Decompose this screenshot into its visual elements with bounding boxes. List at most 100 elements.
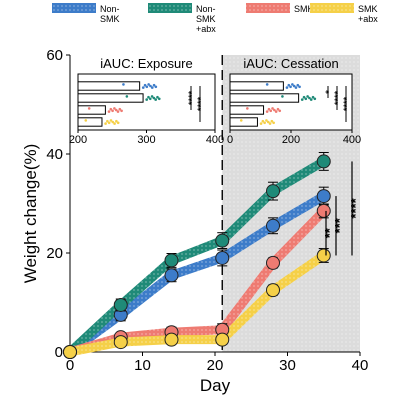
- series-line-texture-nonsmk: [65, 191, 329, 357]
- series-line-texture-nonsmk_abx: [65, 156, 329, 357]
- inset-bar-nonsmk_abx: [229, 93, 300, 103]
- inset-point-nonsmk: [143, 83, 147, 87]
- inset-x-tick-label: 300: [137, 134, 155, 146]
- inset-point-smk_abx: [272, 121, 275, 125]
- inset-point-smk: [246, 107, 249, 110]
- data-point-nonsmk: [164, 268, 179, 283]
- inset-point-nonsmk: [289, 85, 292, 89]
- inset-title: iAUC: Exposure: [100, 56, 192, 71]
- inset-point-nonsmk_abx: [281, 95, 284, 98]
- x-axis-label: Day: [200, 376, 231, 395]
- x-tick-label: 10: [134, 357, 151, 374]
- inset-point-smk: [278, 109, 282, 113]
- inset-point-smk_abx: [113, 122, 116, 125]
- y-tick-label: 0: [55, 344, 63, 361]
- inset-point-nonsmk: [141, 86, 145, 89]
- inset-point-nonsmk_abx: [302, 95, 306, 99]
- inset-point-smk_abx: [268, 122, 272, 125]
- data-point-smk_abx: [164, 332, 179, 347]
- legend-swatch-texture: [52, 3, 96, 13]
- inset-point-nonsmk_abx: [157, 97, 161, 101]
- data-point-nonsmk_abx: [266, 184, 280, 199]
- inset-bar-nonsmk: [77, 81, 141, 91]
- inset-point-smk_abx: [115, 119, 118, 123]
- inset-point-smk: [118, 107, 122, 111]
- inset-point-smk: [107, 110, 111, 113]
- y-tick-label: 60: [46, 47, 63, 64]
- inset-point-smk_abx: [116, 121, 120, 125]
- legend-swatch-texture: [310, 3, 354, 13]
- legend-label: SMK: [294, 4, 314, 14]
- data-point-smk_abx: [266, 283, 280, 298]
- inset-point-smk: [113, 107, 116, 110]
- inset-x-tick-label: 200: [282, 134, 300, 146]
- legend-label: SMK: [196, 14, 216, 24]
- inset-point-smk_abx: [84, 119, 88, 122]
- inset-point-smk: [269, 109, 273, 113]
- data-point-smk: [266, 255, 280, 270]
- data-point-smk_abx: [113, 335, 128, 350]
- inset-point-nonsmk: [150, 86, 154, 89]
- legend-swatch-texture: [246, 3, 290, 13]
- inset-point-nonsmk_abx: [148, 97, 152, 101]
- y-axis-label: Weight change(%): [21, 144, 40, 284]
- inset-point-nonsmk_abx: [311, 95, 315, 99]
- significance-label: ***: [332, 217, 347, 233]
- inset-bar-smk: [229, 105, 265, 115]
- inset-point-smk: [116, 110, 120, 113]
- inset-bar-smk_abx: [229, 117, 258, 127]
- inset-point-nonsmk_abx: [150, 95, 154, 98]
- inset-point-nonsmk_abx: [308, 96, 311, 100]
- inset-point-smk_abx: [263, 121, 266, 125]
- inset-point-smk: [109, 107, 113, 111]
- data-point-nonsmk_abx: [164, 253, 179, 268]
- inset-exposure: iAUC: Exposure 200 300 400 **** ****: [69, 56, 224, 146]
- inset-point-smk: [271, 107, 274, 110]
- inset-point-nonsmk: [285, 86, 289, 89]
- inset-point-nonsmk_abx: [304, 97, 308, 101]
- data-point-nonsmk: [266, 218, 280, 233]
- inset-point-nonsmk_abx: [152, 96, 156, 100]
- inset-point-smk_abx: [104, 122, 107, 125]
- data-point-nonsmk: [316, 189, 331, 204]
- inset-point-smk: [267, 107, 271, 111]
- data-point-nonsmk_abx: [215, 233, 230, 248]
- inset-point-smk: [273, 108, 276, 112]
- inset-point-nonsmk: [296, 83, 300, 87]
- inset-point-smk_abx: [261, 119, 265, 123]
- inset-point-smk_abx: [106, 119, 109, 123]
- inset-x-tick-label: 0: [227, 134, 233, 146]
- inset-bar-nonsmk_abx: [77, 93, 144, 103]
- inset-significance-label: ****: [196, 97, 206, 112]
- legend-label: SMK: [100, 14, 120, 24]
- legend-label: Non-: [196, 4, 216, 14]
- inset-point-smk: [265, 110, 269, 113]
- inset-point-nonsmk: [298, 85, 301, 89]
- inset-significance-label: ****: [333, 91, 343, 106]
- inset-point-nonsmk_abx: [156, 95, 159, 99]
- legend-label: Non-: [100, 4, 120, 14]
- data-point-nonsmk: [215, 250, 230, 265]
- inset-point-nonsmk: [122, 83, 125, 86]
- inset-point-smk: [276, 107, 280, 111]
- x-tick-label: 20: [207, 357, 224, 374]
- inset-point-smk_abx: [111, 120, 115, 124]
- inset-point-nonsmk: [154, 85, 158, 89]
- inset-point-nonsmk: [147, 83, 150, 86]
- y-tick-label: 40: [46, 146, 63, 163]
- inset-point-smk_abx: [266, 120, 270, 124]
- x-tick-label: 30: [279, 357, 296, 374]
- inset-point-smk: [274, 110, 278, 113]
- inset-point-nonsmk_abx: [306, 95, 309, 98]
- data-point-smk_abx: [215, 332, 230, 347]
- legend-label: +abx: [358, 14, 378, 24]
- inset-significance-label: *: [324, 90, 334, 94]
- inset-point-nonsmk: [152, 83, 156, 87]
- inset-significance-label: ****: [342, 97, 352, 112]
- inset-point-nonsmk_abx: [313, 97, 317, 101]
- x-tick-label: 40: [352, 357, 369, 374]
- legend-swatch-texture: [148, 3, 192, 13]
